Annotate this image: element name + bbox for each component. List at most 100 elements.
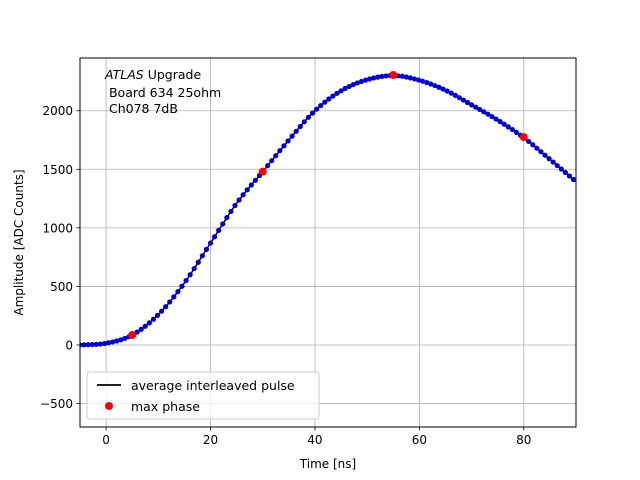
pulse-sample-point — [362, 77, 369, 83]
curve-group — [80, 72, 576, 348]
pulse-sample-point — [371, 75, 377, 81]
pulse-sample-point — [142, 323, 148, 329]
pulse-sample-point — [481, 109, 487, 115]
pulse-sample-point — [252, 177, 258, 183]
legend: average interleaved pulse max phase — [86, 371, 320, 420]
annotation-line-2: Board 634 25ohm — [105, 85, 221, 100]
pulse-sample-point — [322, 99, 328, 105]
pulse-sample-point — [448, 90, 454, 96]
pulse-sample-point — [399, 73, 405, 79]
pulse-sample-point — [570, 176, 576, 183]
pulse-sample-point — [452, 92, 458, 98]
pulse-sample-point — [493, 116, 499, 122]
x-tick-label: 20 — [203, 433, 218, 447]
pulse-sample-point — [163, 304, 169, 310]
pulse-sample-point — [277, 148, 283, 154]
pulse-sample-point — [318, 102, 324, 109]
pulse-sample-point — [89, 341, 95, 348]
plot-frame — [79, 57, 577, 428]
pulse-sample-point — [81, 342, 87, 348]
pulse-sample-point — [407, 75, 413, 81]
pulse-sample-point — [203, 246, 210, 252]
pulse-sample-point — [216, 227, 222, 233]
pulse-sample-point — [428, 81, 434, 87]
pulse-sample-point — [424, 79, 430, 86]
pulse-sample-point — [505, 124, 511, 130]
pulse-sample-point — [350, 81, 356, 88]
pulse-sample-point — [485, 111, 491, 117]
pulse-sample-point — [415, 77, 422, 83]
pulse-sample-point — [526, 138, 532, 145]
y-tick-label: 500 — [50, 280, 73, 294]
pulse-sample-point — [326, 96, 332, 102]
pulse-sample-point — [248, 182, 254, 188]
pulse-sample-point — [93, 341, 99, 347]
max-phase-point — [519, 133, 528, 142]
pulse-sample-point — [468, 102, 475, 108]
annotation-upgrade: Upgrade — [144, 67, 202, 82]
pulse-sample-point — [346, 83, 352, 90]
pulse-sample-point — [212, 234, 218, 240]
pulse-sample-point — [228, 208, 234, 215]
pulse-sample-point — [301, 119, 307, 125]
y-tick-label: 0 — [65, 339, 73, 353]
pulse-sample-point — [105, 340, 112, 346]
pulse-sample-point — [269, 158, 275, 164]
pulse-sample-point — [171, 294, 177, 300]
pulse-sample-point — [150, 316, 157, 322]
pulse-sample-point — [175, 289, 181, 295]
x-ticks: 0 20 40 60 80 — [102, 427, 531, 447]
max-phase-point — [258, 167, 267, 176]
x-axis-label: Time [ns] — [299, 457, 356, 471]
pulse-sample-point — [358, 78, 365, 85]
pulse-sample-point — [236, 197, 242, 203]
pulse-sample-point — [101, 340, 108, 347]
pulse-sample-point — [420, 78, 426, 84]
pulse-sample-point — [334, 90, 340, 96]
pulse-sample-point — [297, 123, 303, 130]
pulse-sample-point — [534, 145, 540, 151]
annotation-line-1: ATLAS Upgrade — [104, 67, 201, 82]
pulse-sample-point — [85, 342, 91, 348]
y-tick-label: 1000 — [42, 221, 73, 235]
pulse-sample-point — [477, 106, 483, 113]
pulse-sample-point — [281, 143, 287, 149]
pulse-sample-point — [265, 163, 271, 169]
pulse-sample-point — [436, 84, 442, 90]
pulse-sample-point — [154, 312, 161, 318]
pulse-sample-point — [460, 97, 467, 103]
pulse-sample-point — [118, 337, 124, 343]
x-tick-label: 0 — [102, 433, 110, 447]
pulse-sample-point — [375, 74, 381, 80]
x-tick-label: 80 — [516, 433, 531, 447]
pulse-sample-point — [167, 299, 173, 305]
legend-box — [86, 371, 320, 420]
y-tick-label: 1500 — [42, 163, 73, 177]
pulse-sample-point — [138, 326, 144, 332]
pulse-sample-point — [224, 214, 230, 221]
pulse-sample-point — [289, 133, 295, 139]
pulse-sample-point — [187, 272, 193, 278]
pulse-sample-point — [309, 110, 316, 116]
pulse-sample-point — [530, 142, 536, 148]
pulse-sample-point — [240, 192, 246, 198]
pulse-sample-point — [179, 283, 185, 289]
pulse-sample-point — [403, 74, 409, 80]
legend-dot-marker — [105, 402, 113, 410]
max-phase-group — [128, 70, 528, 340]
y-axis-label: Amplitude [ADC Counts] — [12, 169, 26, 315]
pulse-sample-point — [342, 85, 348, 92]
pulse-sample-point — [497, 119, 503, 125]
annotation-line-3: Ch078 7dB — [105, 101, 178, 116]
pulse-sample-point — [489, 113, 495, 120]
pulse-sample-point — [513, 129, 520, 135]
pulse-sample-point — [158, 308, 165, 314]
y-ticks: −500 0 500 1000 1500 2000 — [40, 104, 80, 411]
pulse-sample-point — [501, 121, 507, 127]
pulse-sample-point — [440, 86, 446, 92]
pulse-sample-point — [550, 159, 556, 165]
pulse-sample-point — [285, 138, 291, 144]
y-tick-label: −500 — [40, 397, 73, 411]
pulse-sample-point — [97, 341, 103, 347]
